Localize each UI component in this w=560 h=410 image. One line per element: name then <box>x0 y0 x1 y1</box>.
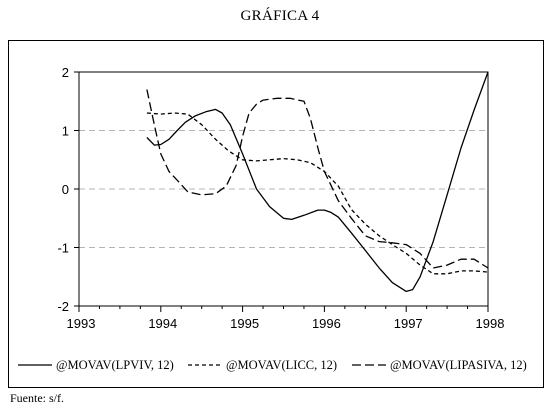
x-tick-label: 1998 <box>476 316 505 331</box>
chart-title: GRÁFICA 4 <box>240 8 320 24</box>
legend-label-1: @MOVAV(LPVIV, 12) <box>56 358 174 372</box>
series-lines <box>146 71 489 293</box>
legend-label-2: @MOVAV(LICC, 12) <box>226 358 337 372</box>
y-axis: 2 1 0 -1 -2 <box>57 65 79 314</box>
y-tick-label: 0 <box>62 182 69 197</box>
series-line-2 <box>146 112 489 275</box>
x-tick-label: 1997 <box>394 316 423 331</box>
x-tick-label: 1995 <box>230 316 259 331</box>
y-tick-label: 1 <box>62 124 69 139</box>
series-line-3 <box>146 89 489 269</box>
x-tick-label: 1994 <box>148 316 177 331</box>
x-tick-label: 1996 <box>312 316 341 331</box>
x-axis: 1993 1994 1995 1996 1997 1998 <box>67 306 505 331</box>
y-tick-label: -1 <box>57 241 69 256</box>
x-tick-label: 1993 <box>67 316 96 331</box>
legend-label-3: @MOVAV(LIPASIVA, 12) <box>390 358 527 372</box>
gridlines <box>79 130 488 248</box>
y-tick-label: -2 <box>57 299 69 314</box>
source-note: Fuente: s/f. <box>10 391 64 405</box>
series-line-1 <box>146 71 489 293</box>
y-tick-label: 2 <box>62 65 69 80</box>
legend: @MOVAV(LPVIV, 12) @MOVAV(LICC, 12) @MOVAV(… <box>18 358 527 372</box>
chart-frame <box>8 40 544 388</box>
